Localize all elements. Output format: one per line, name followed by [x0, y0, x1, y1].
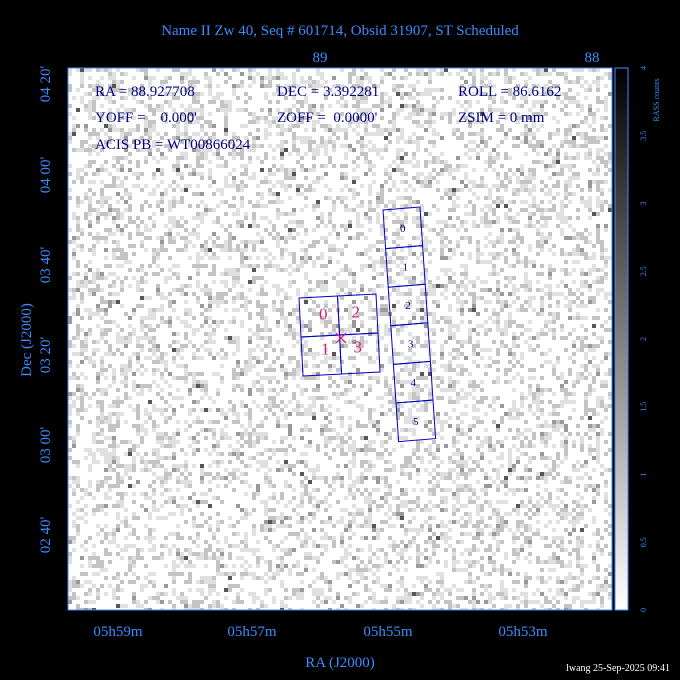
top-tick: 88 — [585, 50, 600, 66]
chip-label: 1 — [321, 340, 330, 359]
chip-label: 0 — [400, 223, 406, 235]
left-tick: 03 00' — [38, 426, 54, 463]
aimpoint — [335, 332, 347, 344]
colorbar-tick: 0 — [639, 608, 648, 612]
y-label: Dec (J2000) — [19, 303, 35, 377]
colorbar-label: RASS counts — [652, 79, 661, 122]
chip-label: 2 — [405, 300, 411, 312]
left-tick: 03 20' — [38, 336, 54, 373]
colorbar-tick: 1 — [639, 473, 648, 477]
info: ZSIM = 0 mm — [458, 110, 545, 126]
title: Name II Zw 40, Seq # 601714, Obsid 31907… — [161, 23, 519, 39]
info: ACIS PB = WT00866024 — [95, 137, 251, 153]
chips: 0 1 2 3 4 5 0 2 1 3 — [298, 206, 437, 443]
chip-label: 4 — [410, 377, 416, 389]
colorbar — [614, 67, 629, 611]
left-tick: 03 40' — [38, 246, 54, 283]
left-tick: 04 00' — [38, 156, 54, 193]
x-label: RA (J2000) — [305, 655, 375, 671]
colorbar-tick: 1.5 — [639, 402, 648, 412]
colorbar-tick: 3 — [639, 202, 648, 206]
info: ZOFF = 0.0000' — [277, 110, 378, 126]
chip-label: 3 — [408, 339, 414, 351]
acis-i-chip — [338, 332, 381, 375]
footer: lwang 25-Sep-2025 09:41 — [566, 663, 670, 674]
bottom-tick: 05h53m — [498, 624, 548, 640]
noise-layer — [68, 68, 612, 610]
top-tick: 89 — [313, 50, 328, 66]
colorbar-tick: 2 — [639, 337, 648, 341]
colorbar-tick: 0.5 — [639, 537, 648, 547]
noise-layer — [68, 68, 612, 610]
acis-s-chip — [395, 399, 437, 443]
info: ROLL = 86.6162 — [458, 84, 561, 100]
bottom-tick: 05h55m — [363, 624, 413, 640]
colorbar-tick: 2.5 — [639, 266, 648, 276]
left-tick: 02 40' — [38, 516, 54, 553]
chip-label: 5 — [413, 416, 419, 428]
sky-noise — [68, 68, 612, 610]
info: RA = 88.927708 — [95, 84, 195, 100]
bottom-tick: 05h59m — [93, 624, 143, 640]
chip-label: 2 — [352, 303, 361, 322]
left-tick: 04 20' — [38, 65, 54, 102]
colorbar-tick: 3.5 — [639, 131, 648, 141]
chip-label: 1 — [403, 261, 409, 273]
frame — [67, 67, 613, 611]
info: DEC = 3.392281 — [277, 84, 379, 100]
colorbar-tick: 4 — [639, 66, 648, 70]
info: YOFF = 0.000' — [95, 110, 197, 126]
chip-label: 0 — [319, 305, 328, 324]
chip-label: 3 — [354, 338, 363, 357]
bottom-tick: 05h57m — [227, 624, 277, 640]
